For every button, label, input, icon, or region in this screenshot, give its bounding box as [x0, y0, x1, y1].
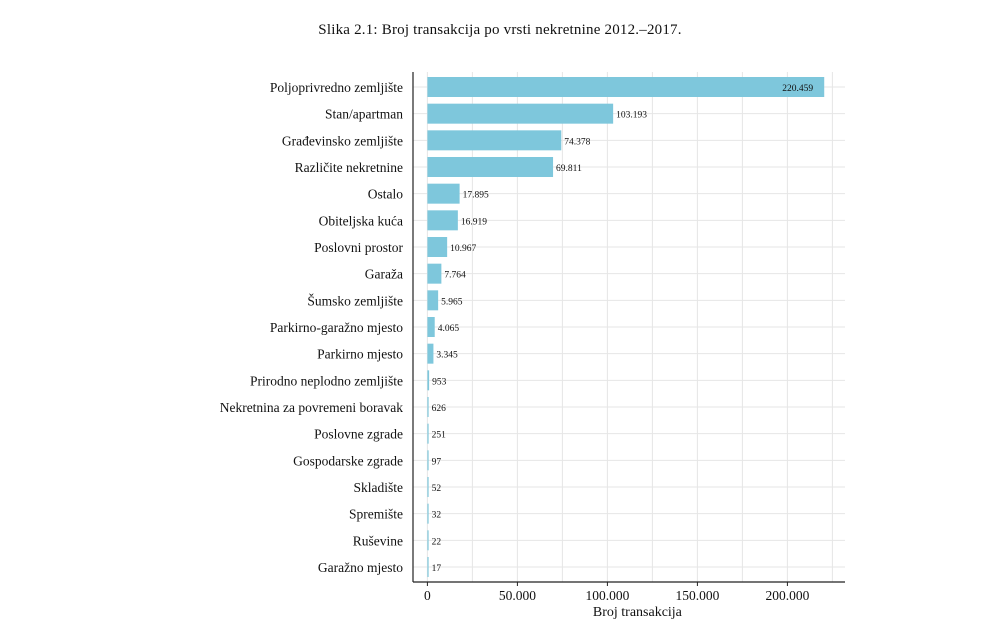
bar: [427, 477, 429, 497]
figure-caption: Slika 2.1: Broj transakcija po vrsti nek…: [318, 22, 682, 38]
value-label: 7.764: [444, 271, 466, 281]
category-label: Poslovne zgrade: [314, 427, 403, 442]
bar: [427, 397, 429, 417]
category-label: Poslovni prostor: [314, 240, 403, 255]
x-tick-label: 0: [424, 588, 431, 603]
axis-layer: 0 50.000 100.000 150.000 200.000: [412, 72, 845, 603]
value-label: 69.811: [556, 164, 582, 174]
bar-layer: [427, 77, 825, 577]
bar: [427, 263, 442, 284]
x-tick-label: 200.000: [765, 588, 809, 603]
value-label: 97: [432, 457, 442, 467]
value-label: 953: [432, 377, 447, 387]
category-label: Prirodno neplodno zemljište: [250, 373, 403, 388]
value-label: 251: [432, 431, 447, 441]
value-label: 52: [432, 484, 442, 494]
value-label: 5.965: [441, 297, 463, 307]
bar: [427, 290, 439, 311]
bar: [427, 77, 825, 97]
label-layer: Poljoprivredno zemljište 220.459 Stan/apar…: [220, 80, 814, 575]
value-label: 626: [432, 404, 447, 414]
bar: [427, 130, 562, 151]
x-axis-title: Broj transakcija: [593, 605, 683, 620]
x-tick-label: 50.000: [499, 588, 536, 603]
category-label: Šumsko zemljište: [307, 293, 403, 308]
category-label: Garaža: [365, 267, 403, 282]
category-label: Spremište: [349, 507, 403, 522]
value-label: 4.065: [438, 324, 460, 334]
category-label: Skladište: [354, 480, 404, 495]
value-label: 17: [432, 564, 442, 574]
bar: [427, 157, 554, 177]
bar: [427, 423, 429, 444]
x-tick-label: 150.000: [675, 588, 719, 603]
bar: [427, 450, 429, 471]
category-label: Obiteljska kuća: [319, 213, 403, 228]
value-label: 10.967: [450, 244, 476, 254]
category-label: Garažno mjesto: [318, 560, 403, 575]
category-label: Građevinsko zemljište: [282, 133, 403, 148]
category-label: Nekretnina za povremeni boravak: [220, 400, 404, 415]
category-label: Gospodarske zgrade: [293, 453, 403, 468]
bar: [427, 530, 429, 551]
category-label: Ostalo: [368, 187, 403, 202]
category-label: Stan/apartman: [325, 107, 403, 122]
value-label: 22: [432, 537, 442, 547]
value-label: 74.378: [564, 137, 590, 147]
value-label: 103.193: [616, 111, 647, 121]
category-label: Parkirno-garažno mjesto: [270, 320, 403, 335]
bar: [427, 370, 430, 391]
value-label: 220.459: [782, 84, 813, 94]
bar: [427, 237, 448, 257]
bar: [427, 103, 614, 124]
bar: [427, 183, 460, 204]
value-label: 17.895: [463, 191, 489, 201]
category-label: Poljoprivredno zemljište: [270, 80, 403, 95]
value-label: 32: [432, 511, 442, 521]
value-label: 3.345: [436, 351, 458, 361]
category-label: Različite nekretnine: [295, 160, 403, 175]
bar: [427, 343, 434, 364]
bar: [427, 317, 435, 337]
category-label: Ruševine: [353, 533, 403, 548]
x-tick-label: 100.000: [585, 588, 629, 603]
bar: [427, 503, 429, 524]
bar: [427, 557, 429, 577]
bar: [427, 210, 458, 231]
value-label: 16.919: [461, 217, 487, 227]
category-label: Parkirno mjesto: [317, 347, 403, 362]
